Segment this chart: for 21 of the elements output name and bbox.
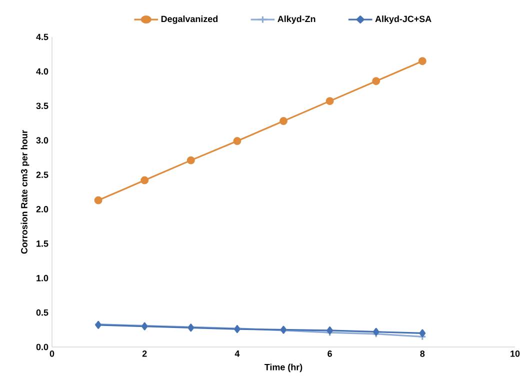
x-tick-label: 4 bbox=[234, 350, 240, 357]
x-tick-label: 0 bbox=[50, 350, 54, 357]
x-tick-label: 8 bbox=[420, 350, 425, 357]
legend-label: Alkyd-JC+SA bbox=[375, 16, 432, 24]
x-tick-label: 10 bbox=[510, 350, 520, 357]
y-tick-label: 4.0 bbox=[36, 68, 48, 75]
x-tick-label: 2 bbox=[142, 350, 147, 357]
x-tick-label: 6 bbox=[328, 350, 332, 357]
y-tick-label: 1.0 bbox=[36, 274, 48, 282]
legend-label: Alkyd-Zn bbox=[278, 16, 316, 24]
y-tick-label: 3.5 bbox=[36, 102, 48, 110]
x-axis-title: Time (hr) bbox=[264, 364, 302, 372]
y-tick-label: 2.5 bbox=[36, 172, 48, 178]
y-tick-label: 4.5 bbox=[36, 34, 48, 40]
y-tick-label: 3.0 bbox=[36, 137, 48, 144]
y-tick-label: 2.0 bbox=[36, 206, 48, 212]
y-axis-title: Corrosion Rate cm3 per hour bbox=[20, 130, 30, 254]
y-tick-label: 0.0 bbox=[36, 344, 48, 350]
y-tick-label: 1.5 bbox=[36, 240, 48, 247]
y-tick-label: 0.5 bbox=[36, 309, 48, 316]
legend-label: Degalvanized bbox=[161, 16, 218, 24]
